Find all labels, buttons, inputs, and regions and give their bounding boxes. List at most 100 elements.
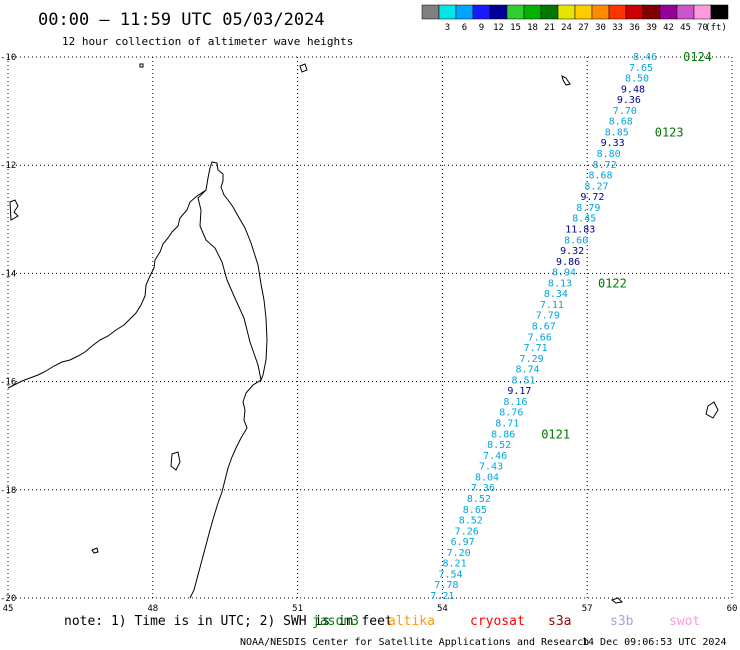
wave-height-value: 7.11 <box>540 300 564 311</box>
legend-label: 30 <box>595 23 606 33</box>
wave-height-value: 8.50 <box>625 74 649 85</box>
wave-height-value: 8.80 <box>597 149 621 160</box>
wave-height-value: 7.65 <box>629 63 653 74</box>
legend-swatch <box>540 4 559 20</box>
graticule <box>7 56 733 599</box>
wave-height-value: 8.74 <box>515 365 539 376</box>
wave-height-value: 9.33 <box>601 138 625 149</box>
legend-unit: (ft) <box>705 23 727 33</box>
wave-height-value: 8.72 <box>593 160 617 171</box>
legend-label: 33 <box>612 23 623 33</box>
wave-height-value: 9.86 <box>556 257 580 268</box>
legend-swatch <box>523 4 542 20</box>
wave-height-value: 7.71 <box>524 343 548 354</box>
lon-tick-label: 60 <box>727 604 738 614</box>
wave-height-value: 8.51 <box>511 375 535 386</box>
satellite-name: jason3 <box>312 614 359 629</box>
wave-height-value: 9.72 <box>580 192 604 203</box>
wave-height-value: 8.86 <box>491 429 515 440</box>
wave-height-value: 8.52 <box>467 494 491 505</box>
wave-height-value: 7.78 <box>434 580 458 591</box>
legend-swatch <box>676 4 695 20</box>
wave-height-value: 7.21 <box>430 591 454 602</box>
legend-label: 24 <box>561 23 572 33</box>
legend-swatch <box>591 4 610 20</box>
lat-tick-label: -12 <box>0 161 16 171</box>
lat-tick-label: -16 <box>0 378 16 388</box>
footer-credit: NOAA/NESDIS Center for Satellite Applica… <box>240 637 589 648</box>
wave-height-value: 8.60 <box>564 235 588 246</box>
latitude-tick-labels: -10 -12 -14 -16 -18 -20 <box>0 53 16 604</box>
legend-swatch <box>659 4 678 20</box>
legend-label: 45 <box>680 23 691 33</box>
wave-height-value: 8.68 <box>588 171 612 182</box>
legend-label: 36 <box>629 23 640 33</box>
wave-height-value: 9.32 <box>560 246 584 257</box>
wave-height-value: 8.65 <box>463 505 487 516</box>
page-subtitle: 12 hour collection of altimeter wave hei… <box>62 35 353 48</box>
wave-height-value: 8.45 <box>572 214 596 225</box>
legend-label: 12 <box>493 23 504 33</box>
satellite-name: s3b <box>610 614 634 629</box>
lon-tick-label: 45 <box>3 604 14 614</box>
wave-height-value: 8.71 <box>495 419 519 430</box>
legend-label: 70 <box>697 23 708 33</box>
wave-height-value: 7.46 <box>483 451 507 462</box>
wave-height-value: 8.21 <box>443 559 467 570</box>
legend-swatch <box>608 4 627 20</box>
wave-height-value: 7.43 <box>479 462 503 473</box>
satellite-legend: jason3 altika cryosat s3a s3b swot <box>312 614 700 629</box>
legend-swatch <box>455 4 474 20</box>
legend-label: 21 <box>544 23 555 33</box>
legend-swatch <box>421 4 440 20</box>
legend-label: 15 <box>510 23 521 33</box>
lat-tick-label: -18 <box>0 486 16 496</box>
wave-height-value: 11.83 <box>565 224 595 235</box>
wave-height-value: 8.94 <box>552 268 576 279</box>
wave-height-value: 8.16 <box>503 397 527 408</box>
wave-height-value: 7.26 <box>455 526 479 537</box>
legend-swatch <box>642 4 661 20</box>
wave-height-value: 7.20 <box>447 548 471 559</box>
altimeter-track: 8.467.658.509.489.367.708.688.859.338.80… <box>430 50 712 602</box>
longitude-tick-labels: 45 48 51 54 57 60 <box>3 604 738 614</box>
wave-height-value: 7.36 <box>471 483 495 494</box>
legend-swatch <box>625 4 644 20</box>
island-outlines <box>9 63 719 604</box>
wave-height-value: 8.52 <box>459 516 483 527</box>
wave-height-value: 8.13 <box>548 278 572 289</box>
legend-label: 42 <box>663 23 674 33</box>
lon-tick-label: 51 <box>292 604 303 614</box>
wave-height-value: 7.54 <box>438 569 462 580</box>
legend-label: 6 <box>462 23 467 33</box>
lon-tick-label: 57 <box>582 604 593 614</box>
lon-tick-label: 54 <box>437 604 448 614</box>
pass-time-label: 0122 <box>598 276 627 290</box>
satellite-name: swot <box>669 614 700 629</box>
satellite-name: altika <box>388 614 435 629</box>
lat-tick-label: -14 <box>0 269 16 279</box>
pass-time-label: 0121 <box>541 427 570 441</box>
legend-swatch <box>574 4 593 20</box>
wave-height-value: 8.04 <box>475 472 499 483</box>
legend-swatch <box>472 4 491 20</box>
lat-tick-label: -10 <box>0 53 16 63</box>
wave-height-value: 9.36 <box>617 95 641 106</box>
wave-height-value: 6.97 <box>451 537 475 548</box>
satellite-name: s3a <box>548 614 571 629</box>
legend-swatch <box>693 4 712 20</box>
wave-height-value: 8.27 <box>584 181 608 192</box>
wave-height-value: 8.79 <box>576 203 600 214</box>
legend-label: 9 <box>479 23 484 33</box>
satellite-name: cryosat <box>470 614 525 629</box>
wave-height-value: 8.85 <box>605 127 629 138</box>
map-frame: 45 48 51 54 57 60 -10 -12 -14 -16 -18 -20 8.467.65… <box>0 50 737 614</box>
madagascar-coastline <box>7 161 268 599</box>
legend-swatch <box>506 4 525 20</box>
wave-height-value: 9.48 <box>621 84 645 95</box>
wave-height-value: 7.66 <box>528 332 552 343</box>
wave-height-value: 7.79 <box>536 311 560 322</box>
wave-height-value: 8.67 <box>532 322 556 333</box>
legend-swatch <box>557 4 576 20</box>
